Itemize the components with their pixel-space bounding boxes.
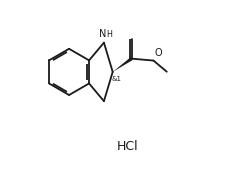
Text: H: H (106, 30, 112, 39)
Text: &1: &1 (112, 76, 122, 82)
Text: HCl: HCl (116, 140, 138, 153)
Polygon shape (113, 57, 132, 72)
Text: O: O (154, 48, 162, 58)
Text: N: N (98, 29, 106, 39)
